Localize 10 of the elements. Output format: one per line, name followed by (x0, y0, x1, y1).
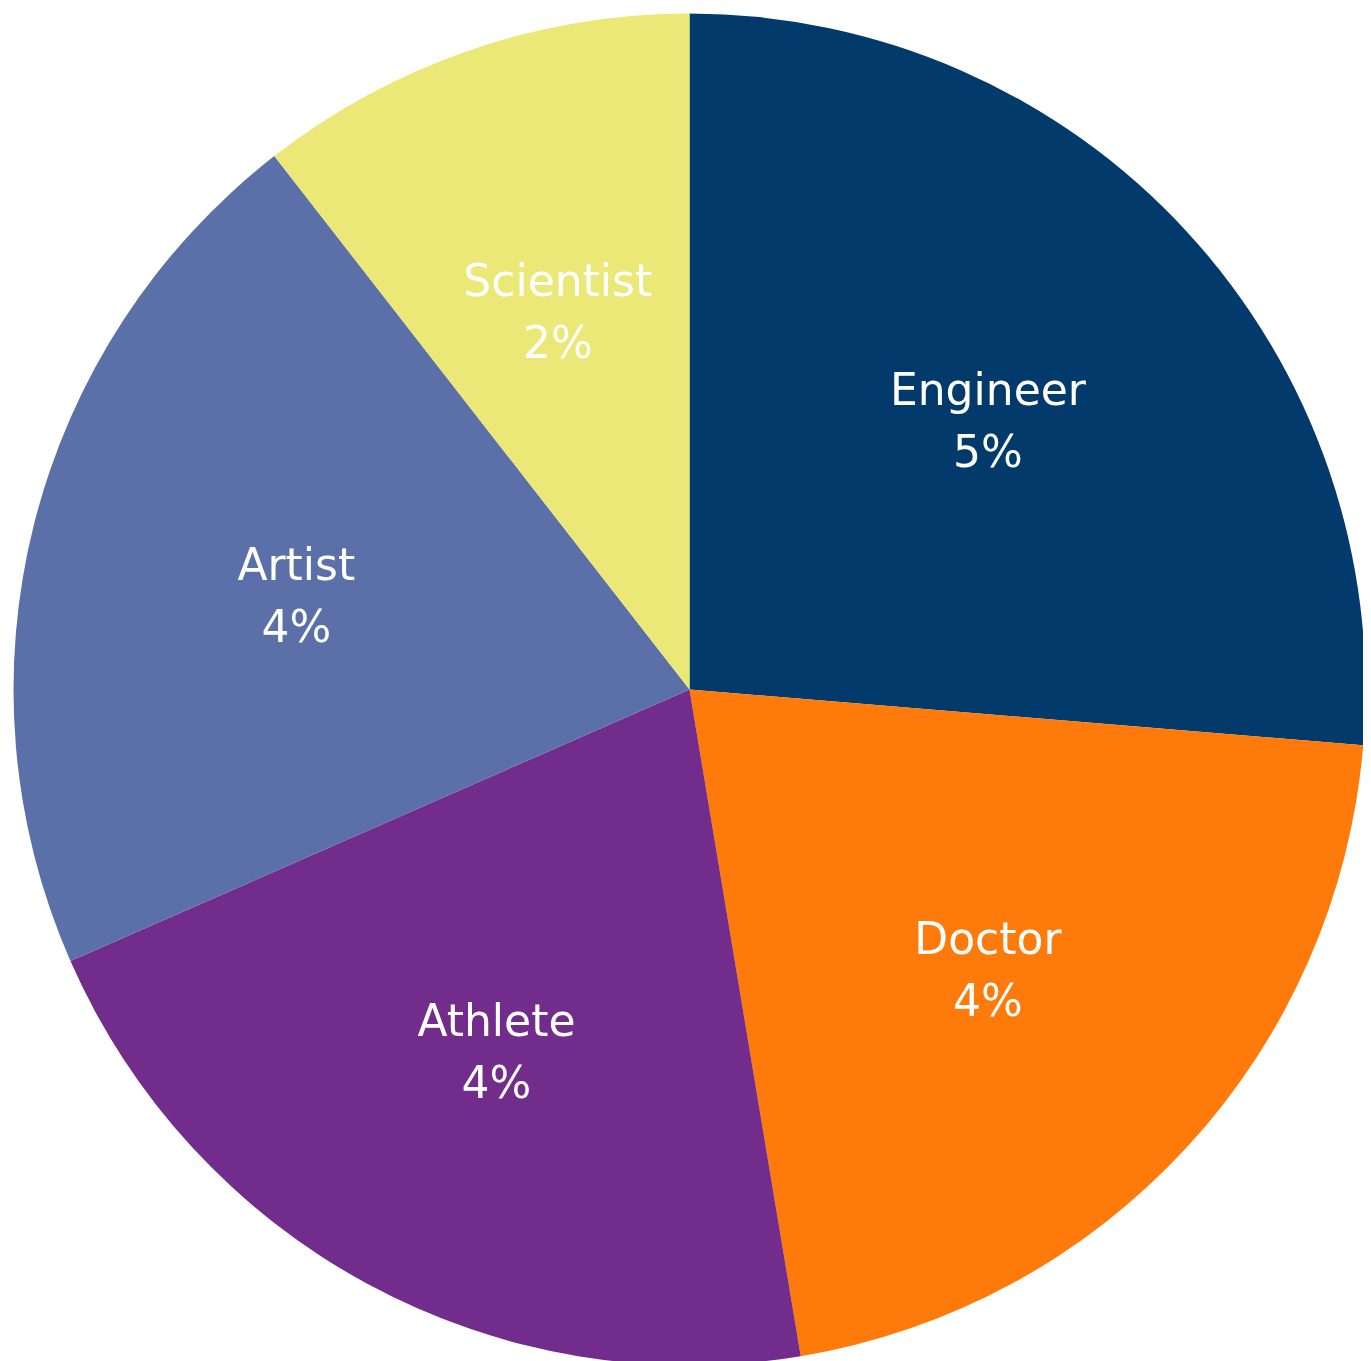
data-label: 4% (953, 975, 1023, 1027)
slice-label: Artist (237, 538, 356, 590)
slice-label: Athlete (417, 995, 576, 1047)
slice-label: Scientist (463, 254, 653, 306)
data-label: 5% (953, 425, 1023, 477)
data-label: 2% (522, 316, 593, 368)
slice-label: Engineer (889, 363, 1087, 415)
data-label: 4% (461, 1057, 532, 1109)
slice-label: Doctor (914, 913, 1063, 965)
data-label: 4% (261, 600, 332, 652)
